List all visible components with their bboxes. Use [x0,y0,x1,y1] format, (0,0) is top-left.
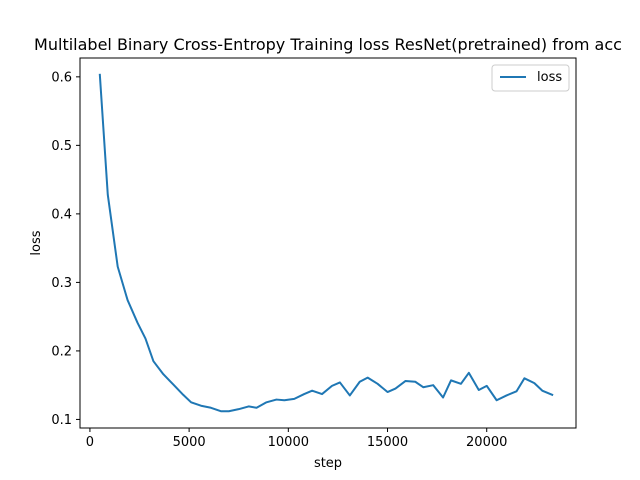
y-tick-label: 0.2 [51,344,72,359]
plot-frame [79,57,577,429]
x-tick-label: 0 [86,435,94,450]
x-tick-label: 20000 [466,435,507,450]
series-line-loss [98,73,554,413]
legend-box [491,64,570,92]
legend-label: loss [537,70,562,85]
x-tick-label: 15000 [367,435,408,450]
y-axis: 0.1 0.2 0.3 0.4 0.5 0.6 [51,70,80,428]
y-tick-label: 0.1 [51,413,72,428]
legend: loss [491,64,570,92]
y-tick-label: 0.4 [51,207,72,222]
x-axis: 0 5000 10000 15000 20000 [86,428,507,450]
y-tick-label: 0.3 [51,276,72,291]
y-axis-label: loss [29,230,44,255]
y-tick-label: 0.6 [51,70,72,85]
x-tick-label: 5000 [173,435,206,450]
x-axis-label: step [314,456,342,471]
chart-title: Multilabel Binary Cross-Entropy Training… [34,35,622,54]
x-tick-label: 10000 [268,435,309,450]
plot-area [80,58,576,428]
series-layer [98,73,554,413]
y-tick-label: 0.5 [51,139,72,154]
